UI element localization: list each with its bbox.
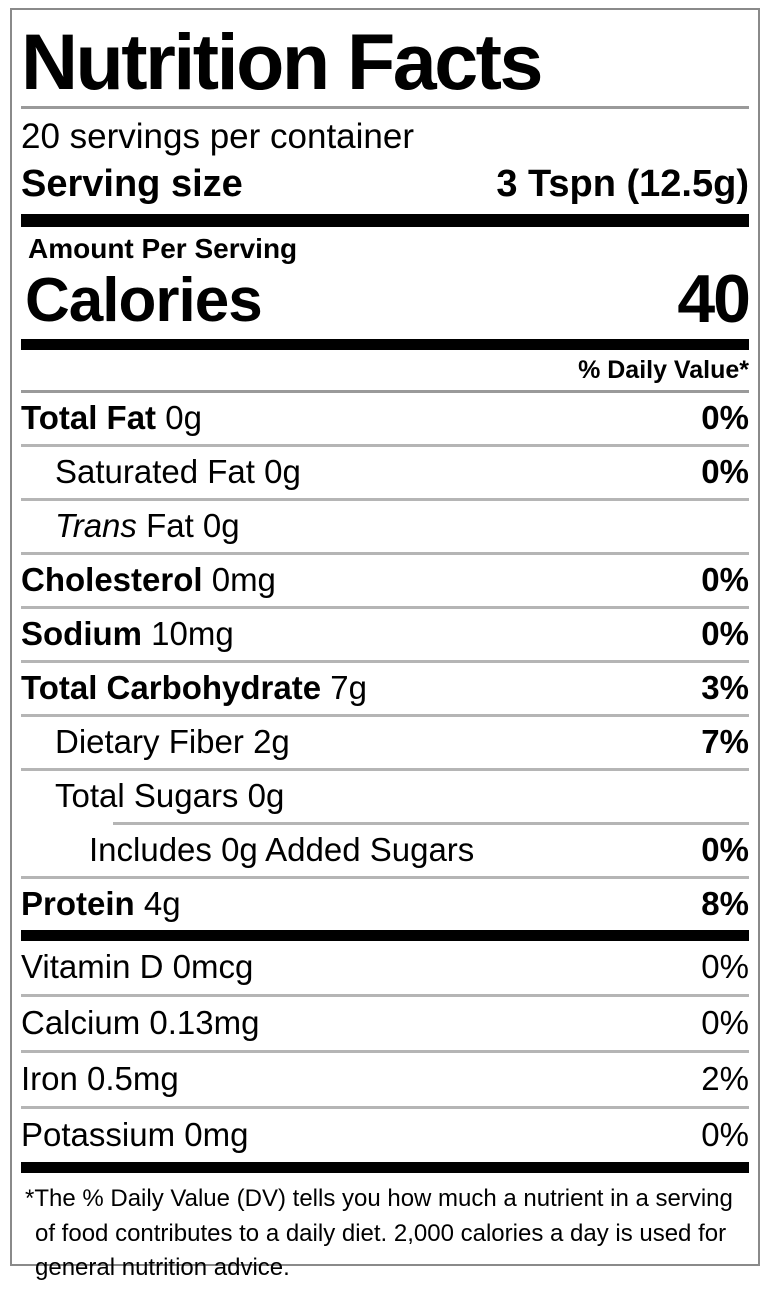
divider-row xyxy=(21,1105,749,1109)
table-row-iron: Iron 0.5mg 2% xyxy=(21,1053,749,1106)
nutrient-name-total-sugars: Total Sugars 0g xyxy=(55,776,285,814)
divider-row xyxy=(21,551,749,555)
table-row-sodium: Sodium 10mg 0% xyxy=(21,609,749,660)
vitamin-name-calcium: Calcium 0.13mg xyxy=(21,1003,260,1041)
table-row-protein: Protein 4g 8% xyxy=(21,879,749,930)
nutrient-dv-total-fat: 0% xyxy=(701,398,749,436)
nutrient-name-total-fat: Total Fat 0g xyxy=(21,398,202,436)
nutrient-name-added-sugars: Includes 0g Added Sugars xyxy=(89,830,475,868)
table-row-dietary-fiber: Dietary Fiber 2g 7% xyxy=(21,717,749,768)
nutrition-facts-label: Nutrition Facts 20 servings per containe… xyxy=(10,8,760,1281)
nutrient-name-trans-fat: Trans Fat 0g xyxy=(55,506,240,544)
nutrient-name-cholesterol: Cholesterol 0mg xyxy=(21,560,276,598)
divider-thick-vitamins xyxy=(21,929,749,941)
nutrient-name-total-carbohydrate: Total Carbohydrate 7g xyxy=(21,668,367,706)
nutrient-dv-saturated-fat: 0% xyxy=(701,452,749,490)
divider-row xyxy=(21,497,749,501)
vitamin-name-iron: Iron 0.5mg xyxy=(21,1059,179,1097)
divider-row xyxy=(21,993,749,997)
table-row-cholesterol: Cholesterol 0mg 0% xyxy=(21,555,749,606)
vitamin-name-potassium: Potassium 0mg xyxy=(21,1115,249,1153)
nutrient-dv-sodium: 0% xyxy=(701,614,749,652)
divider-under-dv-header xyxy=(21,389,749,393)
daily-value-footnote: *The % Daily Value (DV) tells you how mu… xyxy=(25,1184,733,1282)
servings-per-container: 20 servings per container xyxy=(21,117,414,157)
divider-row-inset xyxy=(113,821,749,825)
vitamin-dv-calcium: 0% xyxy=(701,1003,749,1041)
table-row-added-sugars: Includes 0g Added Sugars 0% xyxy=(21,825,749,876)
table-row-total-carbohydrate: Total Carbohydrate 7g 3% xyxy=(21,663,749,714)
nutrient-dv-dietary-fiber: 7% xyxy=(701,722,749,760)
table-row-vitamin-d: Vitamin D 0mcg 0% xyxy=(21,941,749,994)
divider-thick-footnote xyxy=(21,1161,749,1173)
serving-size-row: Serving size 3 Tspn (12.5g) xyxy=(21,162,749,214)
divider-row xyxy=(21,767,749,771)
divider-thick-top xyxy=(21,213,749,227)
divider-row xyxy=(21,605,749,609)
table-row-total-sugars: Total Sugars 0g xyxy=(21,771,749,822)
nutrient-dv-total-carbohydrate: 3% xyxy=(701,668,749,706)
serving-size-value: 3 Tspn (12.5g) xyxy=(496,162,749,205)
serving-size-label: Serving size xyxy=(21,162,243,205)
nutrient-name-sodium: Sodium 10mg xyxy=(21,614,234,652)
calories-value: 40 xyxy=(677,260,751,337)
table-row-trans-fat: Trans Fat 0g xyxy=(21,501,749,552)
divider-row xyxy=(21,443,749,447)
divider-thick-calories xyxy=(21,338,749,350)
divider-row xyxy=(21,659,749,663)
vitamin-dv-potassium: 0% xyxy=(701,1115,749,1153)
amount-per-serving-label: Amount Per Serving xyxy=(28,232,298,264)
nutrient-name-saturated-fat: Saturated Fat 0g xyxy=(55,452,301,490)
daily-value-header: % Daily Value* xyxy=(578,355,749,384)
nutrient-dv-protein: 8% xyxy=(701,884,749,922)
table-row-potassium: Potassium 0mg 0% xyxy=(21,1109,749,1162)
calories-row: Calories 40 xyxy=(21,260,751,339)
nutrient-name-protein: Protein 4g xyxy=(21,884,181,922)
divider-row xyxy=(21,713,749,717)
table-row-calcium: Calcium 0.13mg 0% xyxy=(21,997,749,1050)
nutrient-name-dietary-fiber: Dietary Fiber 2g xyxy=(55,722,290,760)
table-row-saturated-fat: Saturated Fat 0g 0% xyxy=(21,447,749,498)
page-title: Nutrition Facts xyxy=(21,17,543,106)
nutrient-dv-cholesterol: 0% xyxy=(701,560,749,598)
vitamin-name-vitamin-d: Vitamin D 0mcg xyxy=(21,947,254,985)
vitamin-dv-iron: 2% xyxy=(701,1059,749,1097)
divider-row xyxy=(21,875,749,879)
calories-label: Calories xyxy=(25,266,263,336)
divider-under-title xyxy=(21,106,749,110)
table-row-total-fat: Total Fat 0g 0% xyxy=(21,393,749,444)
divider-row xyxy=(21,1049,749,1053)
vitamin-dv-vitamin-d: 0% xyxy=(701,947,749,985)
nutrient-dv-added-sugars: 0% xyxy=(701,830,749,868)
